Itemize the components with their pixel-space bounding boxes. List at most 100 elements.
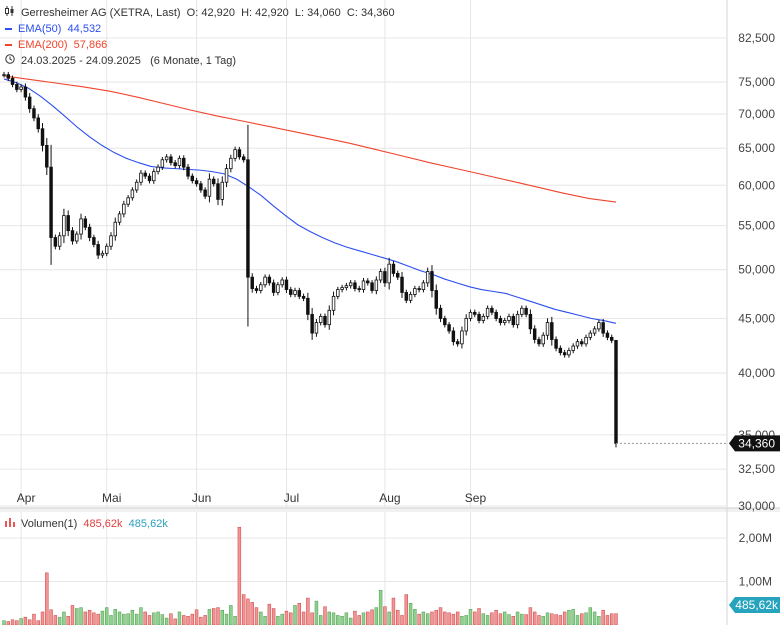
volume-bar bbox=[237, 526, 242, 626]
candle-body bbox=[528, 313, 533, 330]
candle bbox=[62, 208, 66, 244]
candle-body bbox=[186, 166, 190, 177]
candle-body bbox=[70, 230, 75, 242]
legend-ema200[interactable]: EMA(200) 57,866 bbox=[5, 38, 107, 52]
volume-bar bbox=[100, 610, 105, 626]
candle bbox=[87, 223, 92, 242]
volume-bar bbox=[408, 603, 413, 626]
candle bbox=[447, 321, 451, 334]
candle bbox=[32, 105, 36, 122]
candle bbox=[40, 123, 45, 152]
chart-title: Gerresheimer AG (XETRA, Last) bbox=[21, 7, 181, 19]
candle bbox=[592, 326, 597, 336]
volume-bar bbox=[413, 609, 417, 626]
candle-body bbox=[190, 175, 195, 182]
volume-bar bbox=[357, 615, 361, 626]
volume-bar bbox=[177, 611, 182, 626]
candle bbox=[211, 176, 216, 187]
legend-period: 24.03.2025 - 24.09.2025 (6 Monate, 1 Tag… bbox=[5, 54, 236, 68]
volume-bar bbox=[524, 614, 528, 626]
candle bbox=[224, 163, 229, 188]
volume-bar bbox=[588, 607, 593, 626]
volume-bar bbox=[610, 613, 614, 626]
candle bbox=[229, 154, 233, 173]
candle-body bbox=[464, 318, 468, 332]
candle-body bbox=[173, 162, 177, 167]
candle-body bbox=[541, 334, 545, 345]
volume-bar bbox=[147, 615, 152, 626]
month-label: Sep bbox=[465, 491, 487, 505]
candle bbox=[584, 334, 588, 347]
month-label: Apr bbox=[17, 491, 36, 505]
candle bbox=[391, 260, 396, 277]
volume-bar bbox=[383, 606, 387, 626]
volume-bar bbox=[490, 612, 494, 626]
volume-bar bbox=[485, 615, 490, 626]
candle-body bbox=[396, 273, 400, 278]
volume-bar bbox=[199, 616, 203, 626]
price-tick-label: 70,000 bbox=[738, 107, 775, 121]
volume-bar bbox=[597, 616, 601, 626]
candle bbox=[306, 292, 310, 321]
candle bbox=[297, 287, 302, 300]
candle bbox=[366, 278, 370, 286]
candle-body bbox=[15, 84, 19, 90]
volume-bar bbox=[143, 611, 147, 626]
candle bbox=[524, 305, 528, 318]
candle bbox=[147, 173, 152, 184]
candle-body bbox=[558, 347, 563, 354]
volume-bar bbox=[494, 609, 498, 626]
candle-body bbox=[122, 203, 126, 215]
volume-bar bbox=[2, 620, 6, 626]
candle-body bbox=[104, 245, 109, 254]
candle-body bbox=[609, 336, 614, 341]
candle bbox=[396, 270, 400, 280]
volume-bar bbox=[314, 600, 319, 626]
candle-body bbox=[109, 235, 113, 247]
candle bbox=[383, 267, 387, 287]
candle-body bbox=[83, 218, 88, 228]
clock-icon bbox=[5, 54, 15, 68]
candle-body bbox=[468, 311, 473, 319]
candle bbox=[130, 187, 135, 201]
candle-body bbox=[27, 96, 32, 110]
candle bbox=[271, 279, 276, 296]
candle-body bbox=[100, 252, 105, 256]
volume-bar bbox=[169, 613, 173, 626]
candle-body bbox=[614, 339, 618, 444]
candle bbox=[96, 240, 100, 259]
candle bbox=[263, 274, 267, 288]
candle-body bbox=[297, 290, 302, 297]
volume-bar bbox=[19, 618, 23, 626]
candle bbox=[545, 318, 550, 340]
candle-body bbox=[348, 282, 353, 287]
candle bbox=[490, 305, 494, 316]
candle-body bbox=[36, 117, 40, 130]
legend-ema50[interactable]: EMA(50) 44,532 bbox=[5, 22, 101, 36]
candle-body bbox=[207, 178, 212, 197]
candle bbox=[75, 231, 79, 244]
volume-bar bbox=[545, 612, 550, 626]
volume-bar bbox=[554, 614, 558, 626]
volume-bar bbox=[45, 572, 49, 626]
candle-body bbox=[353, 282, 357, 289]
candle bbox=[417, 285, 421, 293]
candle-body bbox=[601, 322, 605, 334]
ema200-line bbox=[3, 75, 617, 203]
volume-bar bbox=[455, 611, 460, 626]
candle bbox=[485, 305, 490, 320]
volume-bar bbox=[246, 598, 250, 626]
volume-bar bbox=[212, 608, 216, 626]
volume-bar bbox=[331, 612, 336, 626]
candle bbox=[550, 316, 554, 346]
candle-body bbox=[113, 221, 117, 237]
candle-body bbox=[147, 175, 152, 182]
candle bbox=[413, 285, 417, 298]
volume-bar bbox=[207, 609, 212, 626]
volume-bar bbox=[15, 620, 19, 626]
candle bbox=[336, 286, 340, 300]
candle-body bbox=[515, 313, 520, 326]
candle-body bbox=[10, 77, 15, 85]
candle-body bbox=[224, 168, 229, 183]
price-tick-label: 75,000 bbox=[738, 75, 775, 89]
